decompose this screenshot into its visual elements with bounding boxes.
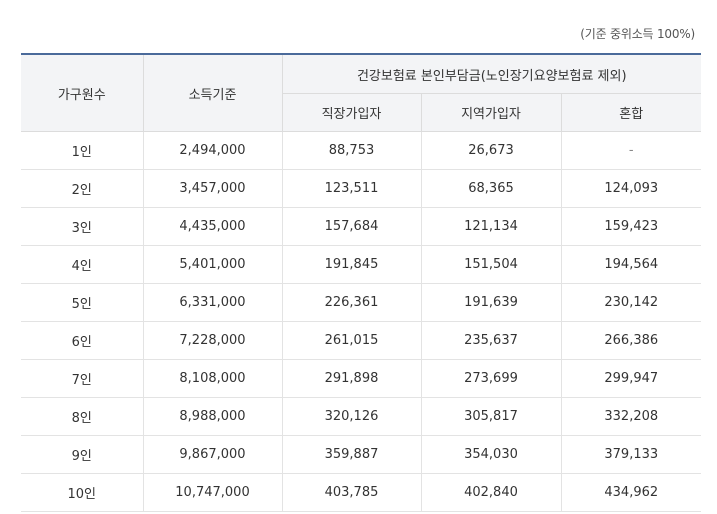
cell-employee-premium: 261,015 bbox=[281, 321, 421, 360]
cell-regional-premium: 26,673 bbox=[420, 131, 561, 170]
cell-regional-premium: 121,134 bbox=[420, 207, 561, 246]
cell-household-count: 8인 bbox=[21, 397, 143, 436]
cell-household-count: 3인 bbox=[21, 207, 143, 246]
income-premium-table: 가구원수 소득기준 건강보험료 본인부담금(노인장기요양보험료 제외) 직장가입… bbox=[21, 53, 702, 512]
table-body: 1인 2,494,000 88,753 26,673-2인 3,457,000 123,5… bbox=[21, 131, 702, 512]
cell-mixed-premium: 266,386 bbox=[560, 321, 702, 360]
cell-income-standard: 7,228,000 bbox=[142, 321, 282, 360]
cell-income-standard: 5,401,000 bbox=[142, 245, 282, 284]
header-regional-subscriber: 지역가입자 bbox=[420, 93, 561, 132]
cell-household-count: 9인 bbox=[21, 435, 143, 474]
header-employee-subscriber: 직장가입자 bbox=[281, 93, 421, 132]
cell-regional-premium: 273,699 bbox=[420, 359, 561, 398]
cell-mixed-premium: 332,208 bbox=[560, 397, 702, 436]
cell-household-count: 2인 bbox=[21, 169, 143, 208]
cell-employee-premium: 320,126 bbox=[281, 397, 421, 436]
table-row: 4인 5,401,000 191,845 151,504 194,564 bbox=[21, 245, 702, 284]
cell-regional-premium: 305,817 bbox=[420, 397, 561, 436]
cell-household-count: 5인 bbox=[21, 283, 143, 322]
cell-regional-premium: 68,365 bbox=[420, 169, 561, 208]
table-row: 5인 6,331,000 226,361 191,639 230,142 bbox=[21, 283, 702, 322]
cell-household-count: 1인 bbox=[21, 131, 143, 170]
cell-income-standard: 8,988,000 bbox=[142, 397, 282, 436]
cell-mixed-premium: 299,947 bbox=[560, 359, 702, 398]
cell-income-standard: 8,108,000 bbox=[142, 359, 282, 398]
cell-income-standard: 6,331,000 bbox=[142, 283, 282, 322]
cell-regional-premium: 191,639 bbox=[420, 283, 561, 322]
table-row: 2인 3,457,000 123,511 68,365 124,093 bbox=[21, 169, 702, 208]
cell-household-count: 4인 bbox=[21, 245, 143, 284]
cell-income-standard: 3,457,000 bbox=[142, 169, 282, 208]
header-mixed: 혼합 bbox=[560, 93, 702, 132]
cell-mixed-premium: - bbox=[560, 131, 702, 170]
table-row: 8인 8,988,000 320,126 305,817 332,208 bbox=[21, 397, 702, 436]
table-row: 6인 7,228,000 261,015 235,637 266,386 bbox=[21, 321, 702, 360]
cell-household-count: 10인 bbox=[21, 473, 143, 512]
header-premium-group: 건강보험료 본인부담금(노인장기요양보험료 제외) bbox=[281, 53, 702, 94]
table-row: 9인 9,867,000 359,887 354,030 379,133 bbox=[21, 435, 702, 474]
cell-employee-premium: 403,785 bbox=[281, 473, 421, 512]
cell-mixed-premium: 230,142 bbox=[560, 283, 702, 322]
cell-income-standard: 2,494,000 bbox=[142, 131, 282, 170]
cell-employee-premium: 359,887 bbox=[281, 435, 421, 474]
cell-mixed-premium: 194,564 bbox=[560, 245, 702, 284]
cell-employee-premium: 88,753 bbox=[281, 131, 421, 170]
table-row: 7인 8,108,000 291,898 273,699 299,947 bbox=[21, 359, 702, 398]
cell-regional-premium: 354,030 bbox=[420, 435, 561, 474]
cell-mixed-premium: 379,133 bbox=[560, 435, 702, 474]
cell-employee-premium: 291,898 bbox=[281, 359, 421, 398]
cell-employee-premium: 123,511 bbox=[281, 169, 421, 208]
table-row: 3인 4,435,000 157,684 121,134 159,423 bbox=[21, 207, 702, 246]
cell-employee-premium: 157,684 bbox=[281, 207, 421, 246]
cell-regional-premium: 151,504 bbox=[420, 245, 561, 284]
cell-income-standard: 10,747,000 bbox=[142, 473, 282, 512]
cell-mixed-premium: 434,962 bbox=[560, 473, 702, 512]
header-household-count: 가구원수 bbox=[21, 53, 143, 132]
cell-household-count: 6인 bbox=[21, 321, 143, 360]
cell-income-standard: 9,867,000 bbox=[142, 435, 282, 474]
header-income-standard: 소득기준 bbox=[142, 53, 282, 132]
cell-employee-premium: 226,361 bbox=[281, 283, 421, 322]
cell-household-count: 7인 bbox=[21, 359, 143, 398]
cell-income-standard: 4,435,000 bbox=[142, 207, 282, 246]
cell-regional-premium: 402,840 bbox=[420, 473, 561, 512]
table-row: 1인 2,494,000 88,753 26,673- bbox=[21, 131, 702, 170]
table-row: 10인 10,747,000 403,785 402,840 434,962 bbox=[21, 473, 702, 512]
table-caption: (기준 중위소득 100%) bbox=[580, 27, 695, 41]
cell-mixed-premium: 159,423 bbox=[560, 207, 702, 246]
cell-employee-premium: 191,845 bbox=[281, 245, 421, 284]
cell-regional-premium: 235,637 bbox=[420, 321, 561, 360]
cell-mixed-premium: 124,093 bbox=[560, 169, 702, 208]
